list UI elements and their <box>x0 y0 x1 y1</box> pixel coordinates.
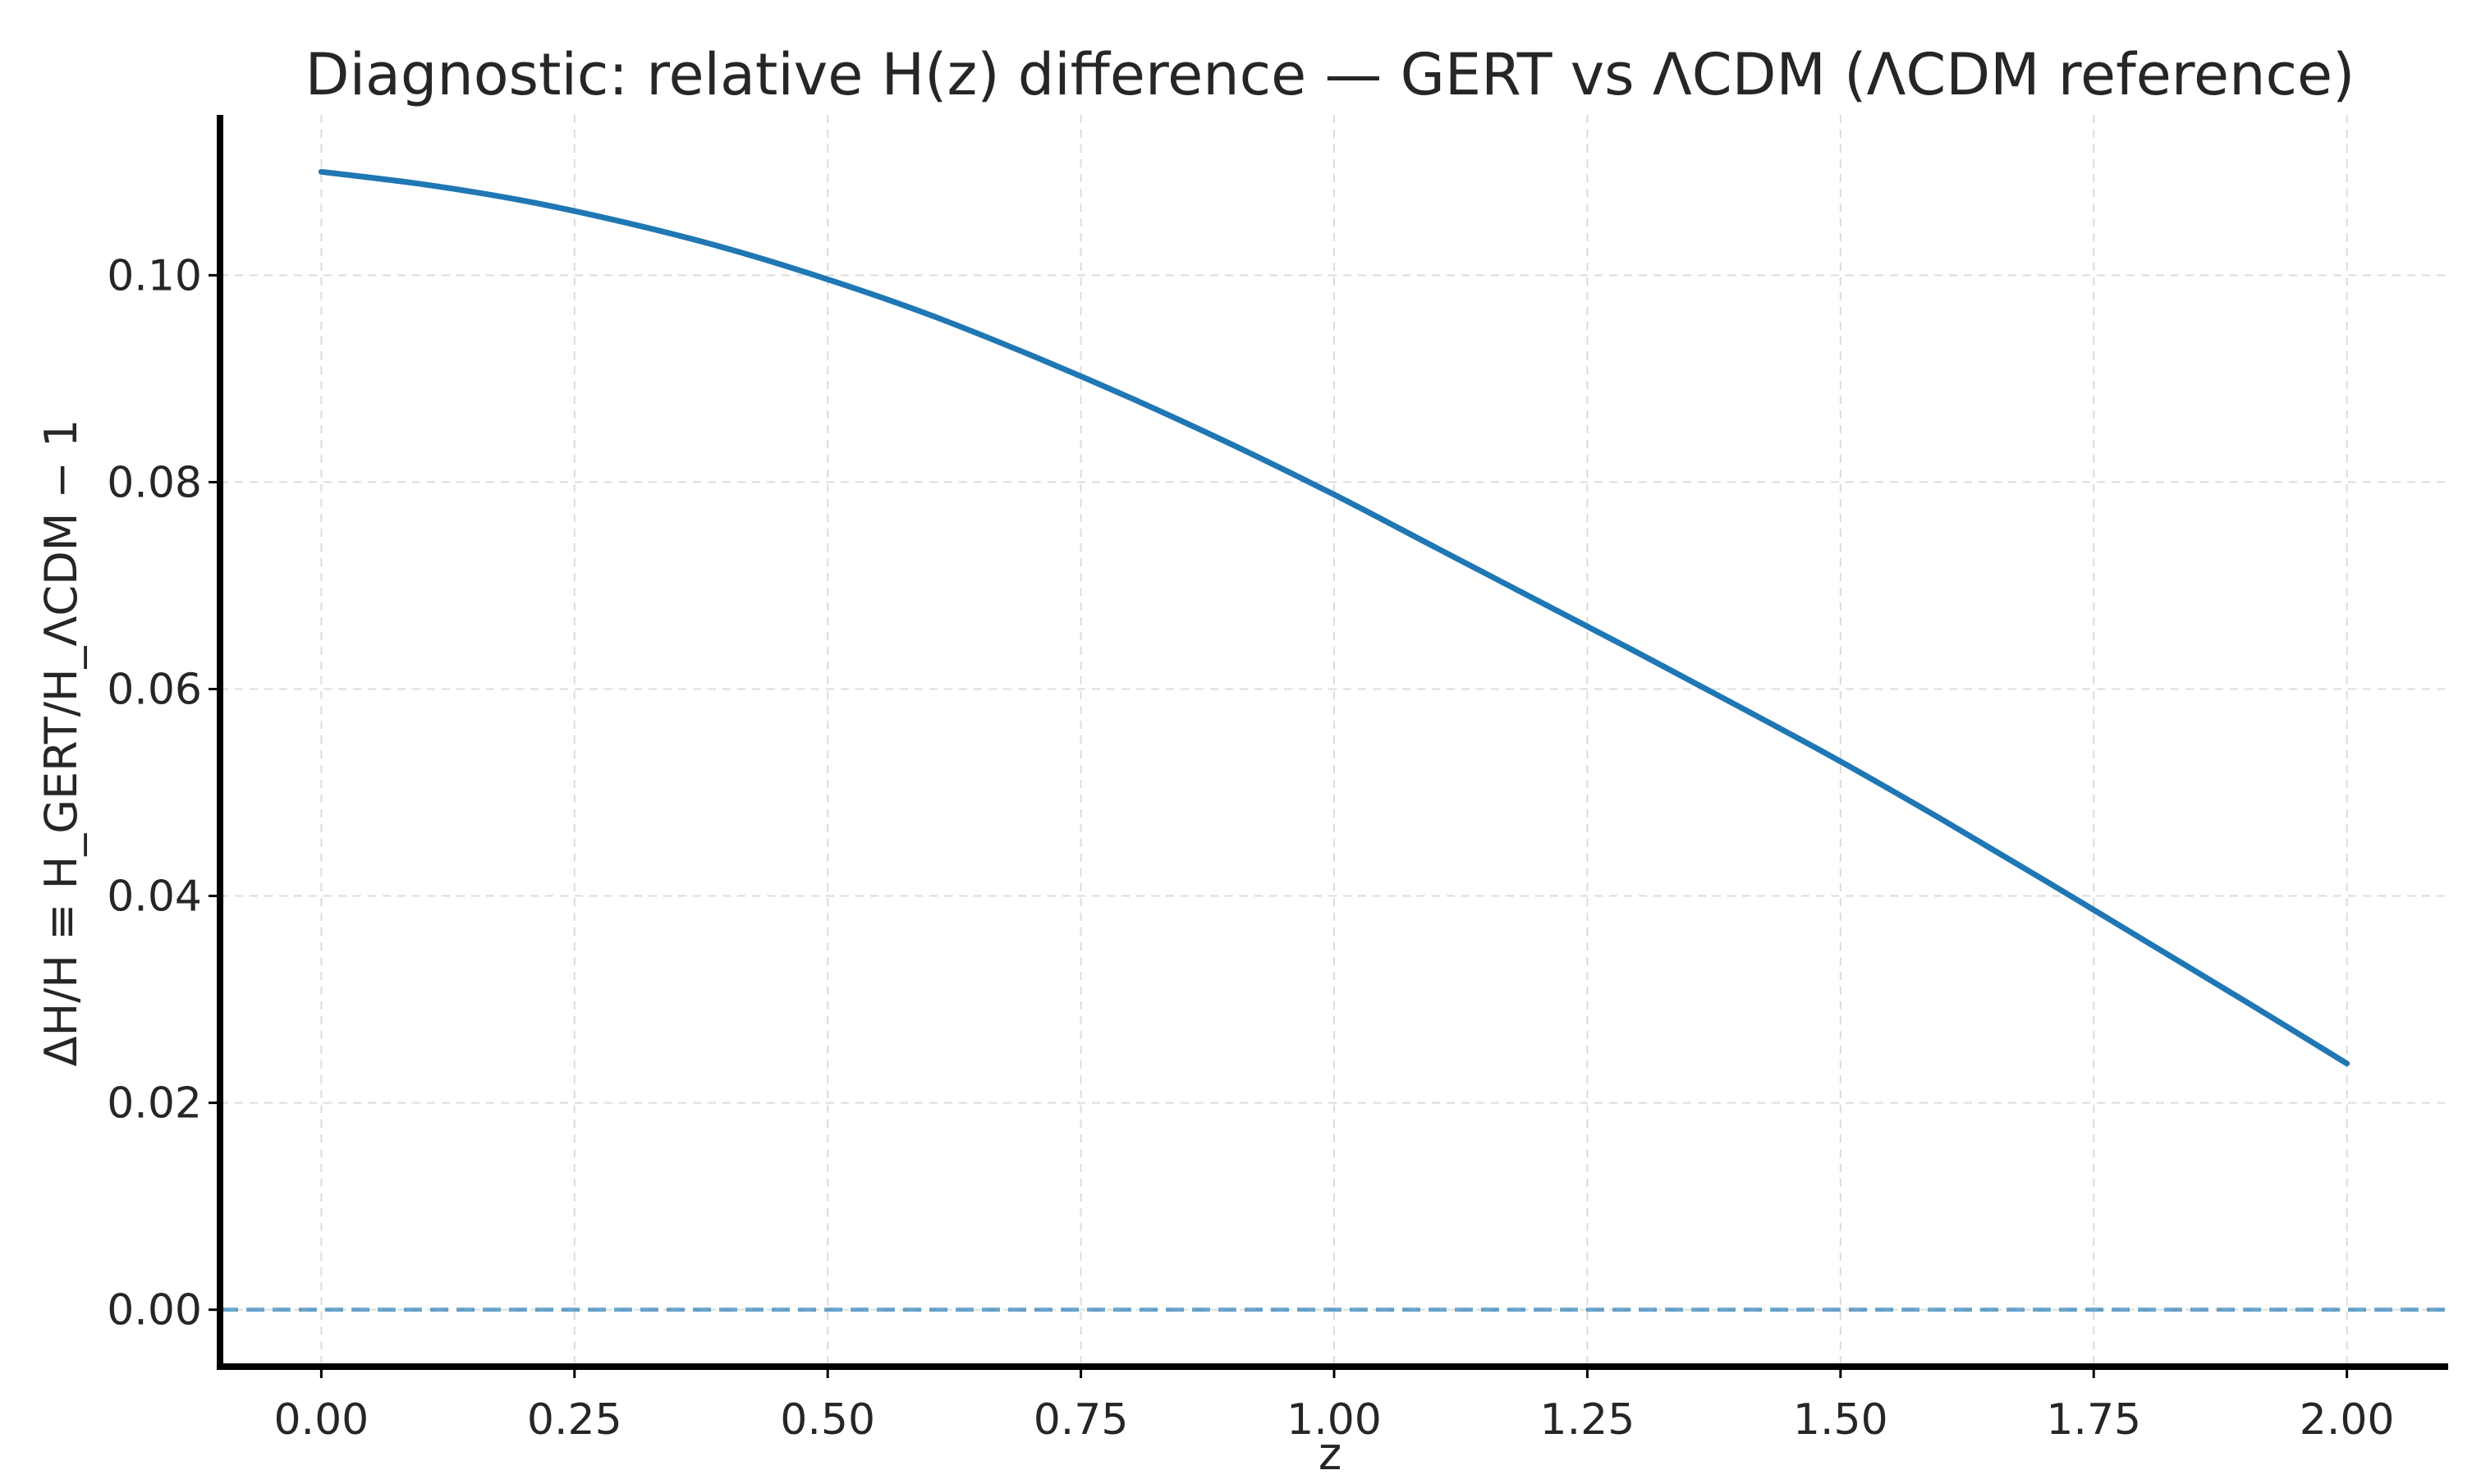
y-tick-label: 0.10 <box>107 251 202 300</box>
x-axis-label: z <box>1319 1428 1341 1480</box>
y-axis-label: ΔH/H ≡ H_GERT/H_ΛCDM − 1 <box>35 419 87 1067</box>
y-tick-label: 0.06 <box>107 665 202 714</box>
x-tick-label: 1.75 <box>2046 1395 2141 1445</box>
y-tick-label: 0.04 <box>107 873 202 922</box>
x-tick-label: 0.00 <box>273 1395 369 1445</box>
x-tick-label: 0.25 <box>527 1395 622 1445</box>
x-tick-label: 0.75 <box>1034 1395 1129 1445</box>
plot-area <box>220 168 2448 1312</box>
grid <box>220 115 2448 1367</box>
x-tick-label: 2.00 <box>2300 1395 2395 1445</box>
chart-title: Diagnostic: relative H(z) difference — G… <box>305 41 2355 108</box>
y-tick-label: 0.00 <box>107 1286 202 1335</box>
x-tick-label: 0.50 <box>780 1395 875 1445</box>
x-tick-label: 1.50 <box>1793 1395 1888 1445</box>
x-tick-label: 1.00 <box>1286 1395 1382 1445</box>
y-tick-label: 0.02 <box>107 1079 202 1129</box>
y-tick-label: 0.08 <box>107 458 202 507</box>
axes: 0.00 0.25 0.50 0.75 1.00 1.25 1.50 1.75 2.00 0.00… <box>107 115 2448 1445</box>
x-tick-label: 1.25 <box>1540 1395 1635 1445</box>
series-line <box>318 168 2350 1067</box>
